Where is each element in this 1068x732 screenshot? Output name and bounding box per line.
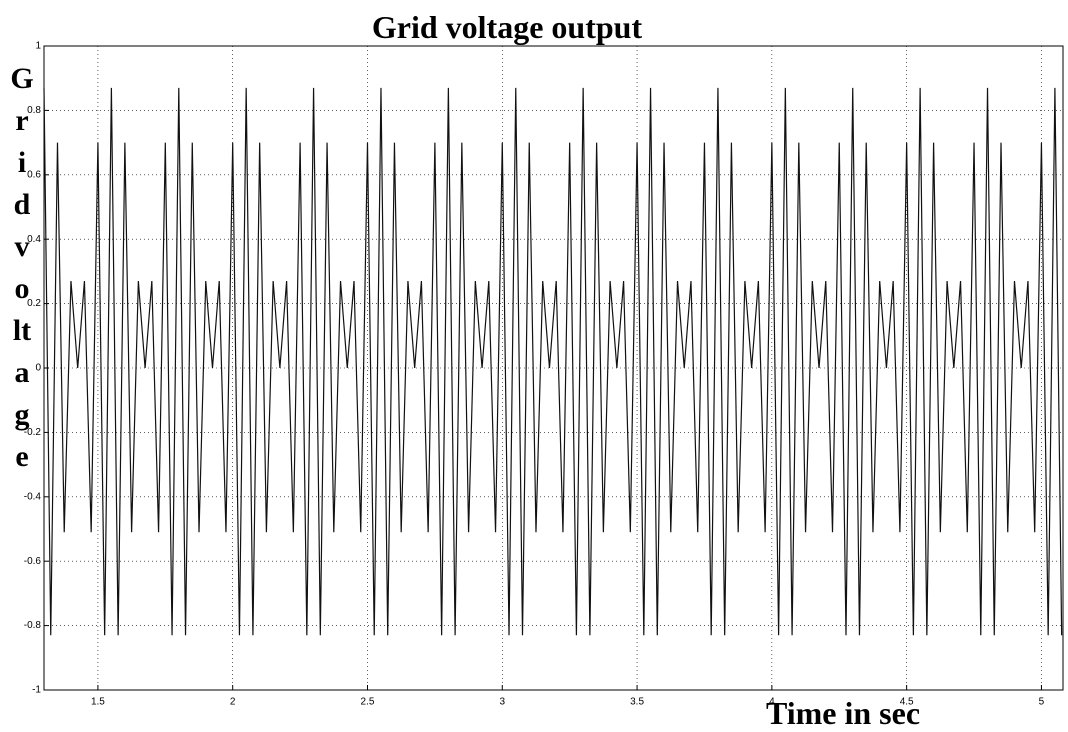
x-tick-label: 2.5 <box>361 697 375 708</box>
y-axis-label-letter: a <box>15 356 30 389</box>
y-axis-label-letter: d <box>14 188 31 221</box>
line-series <box>43 87 1063 636</box>
y-tick-label: -0.6 <box>24 556 42 567</box>
y-axis-label-letter: i <box>18 146 26 179</box>
chart-title: Grid voltage output <box>372 9 643 45</box>
x-tick-label: 5 <box>1039 697 1045 708</box>
y-axis-label-letter: G <box>10 62 33 95</box>
y-tick-label: -0.4 <box>24 491 42 502</box>
y-tick-label: 0 <box>35 363 41 374</box>
y-tick-label: 0.6 <box>27 169 41 180</box>
y-tick-label: 0.2 <box>27 298 41 309</box>
x-tick-label: 3 <box>499 697 505 708</box>
x-axis-label: Time in sec <box>766 695 920 731</box>
y-tick-label: -0.2 <box>24 427 42 438</box>
x-tick-label: 4 <box>769 697 775 708</box>
y-axis-label-letter: g <box>15 398 30 431</box>
y-axis-label-letter: r <box>15 104 28 137</box>
plot-area <box>43 45 1064 691</box>
x-tick-label: 4.5 <box>900 697 914 708</box>
y-axis-label-letter: e <box>15 440 28 473</box>
x-tick-label: 3.5 <box>630 697 644 708</box>
y-axis-label-letter: lt <box>13 314 31 347</box>
y-tick-label: 0.4 <box>27 234 41 245</box>
y-tick-label: -0.8 <box>24 620 42 631</box>
x-tick-label: 1.5 <box>91 697 105 708</box>
y-tick-label: -1 <box>32 685 41 696</box>
y-tick-label: 0.8 <box>27 105 41 116</box>
y-axis-label-letter: o <box>15 272 30 305</box>
x-tick-label: 2 <box>230 697 236 708</box>
y-axis-label-letter: v <box>15 230 30 263</box>
y-tick-label: 1 <box>35 41 41 52</box>
